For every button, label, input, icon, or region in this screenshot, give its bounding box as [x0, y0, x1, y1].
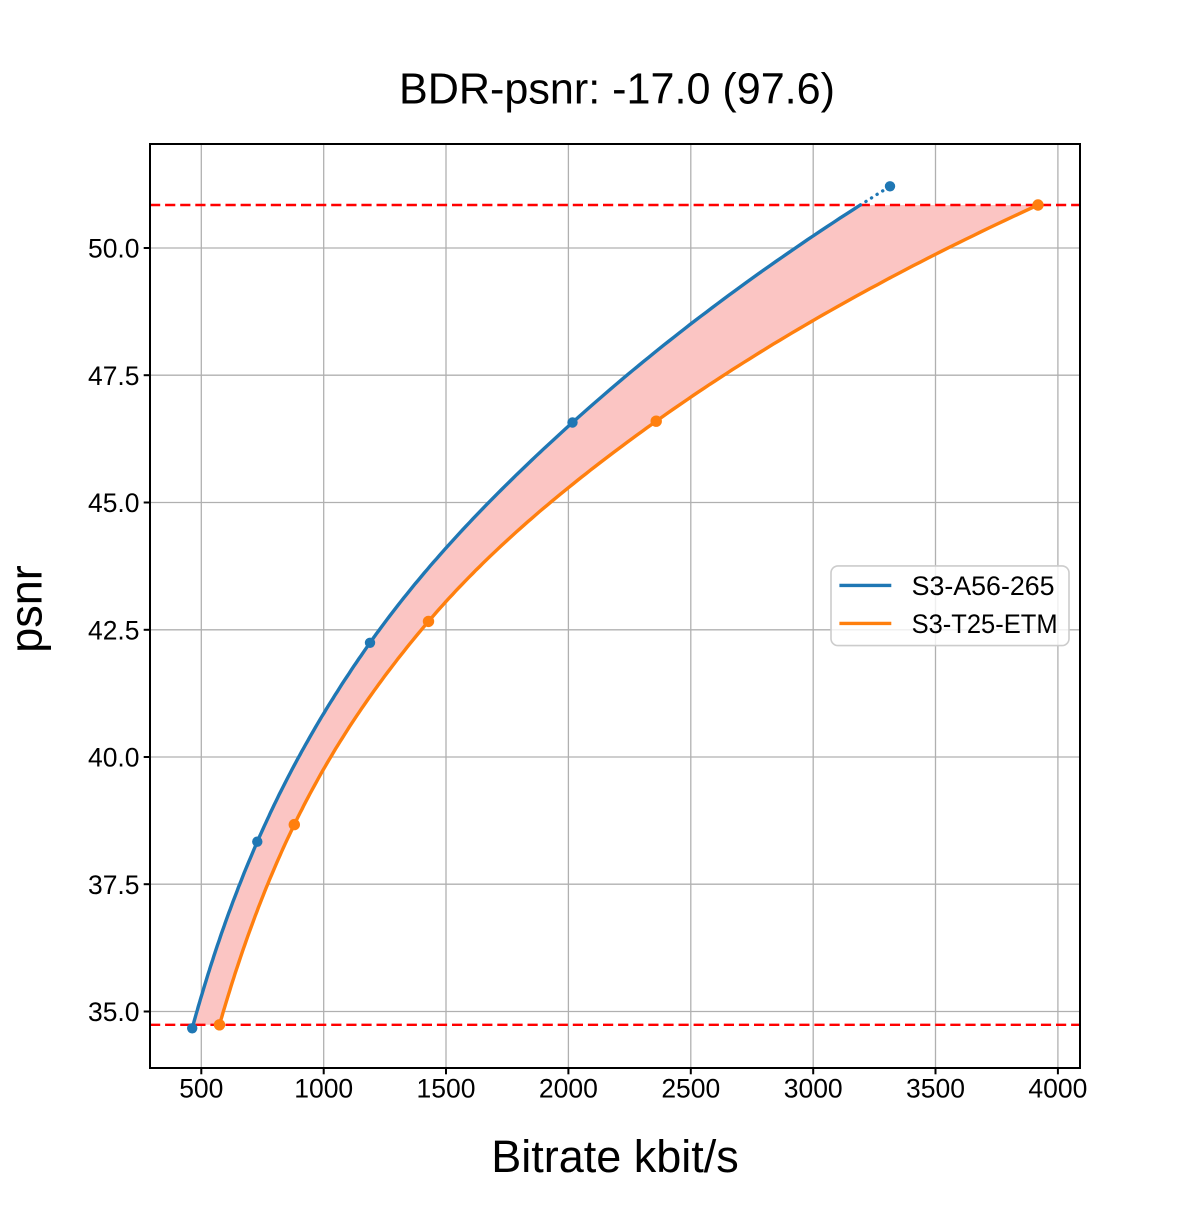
- svg-text:S3-T25-ETM: S3-T25-ETM: [912, 609, 1058, 639]
- svg-text:50.0: 50.0: [88, 234, 140, 264]
- svg-text:35.0: 35.0: [88, 997, 140, 1027]
- svg-text:45.0: 45.0: [88, 488, 140, 518]
- svg-text:Bitrate kbit/s: Bitrate kbit/s: [491, 1131, 739, 1182]
- svg-text:BDR-psnr: -17.0 (97.6): BDR-psnr: -17.0 (97.6): [399, 65, 835, 114]
- svg-text:1000: 1000: [294, 1073, 353, 1103]
- svg-text:1500: 1500: [417, 1073, 476, 1103]
- svg-text:2500: 2500: [661, 1073, 720, 1103]
- svg-text:3000: 3000: [784, 1073, 843, 1103]
- svg-text:42.5: 42.5: [88, 615, 140, 645]
- svg-text:4000: 4000: [1028, 1073, 1087, 1103]
- svg-text:3500: 3500: [906, 1073, 965, 1103]
- svg-text:2000: 2000: [539, 1073, 598, 1103]
- svg-text:47.5: 47.5: [88, 361, 140, 391]
- svg-text:psnr: psnr: [0, 565, 51, 653]
- svg-text:S3-A56-265: S3-A56-265: [912, 571, 1055, 601]
- svg-text:37.5: 37.5: [88, 870, 140, 900]
- svg-text:500: 500: [179, 1073, 223, 1103]
- svg-text:40.0: 40.0: [88, 743, 140, 773]
